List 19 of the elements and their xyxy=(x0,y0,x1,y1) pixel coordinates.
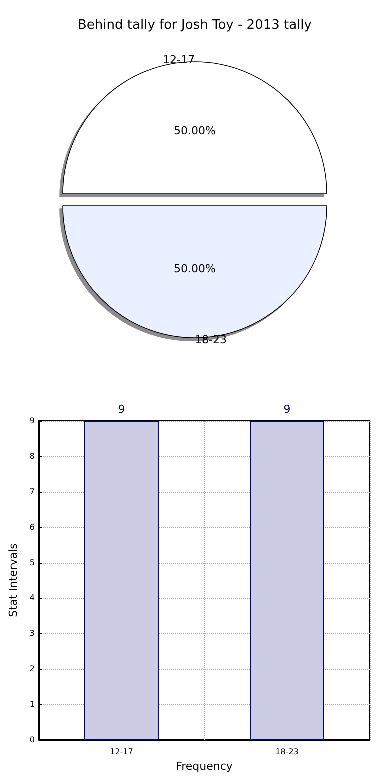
y-tick-label: 9 xyxy=(30,416,35,426)
data-label: 50.00% xyxy=(174,124,216,138)
y-tick-label: 0 xyxy=(30,736,35,744)
y-axis-title: Stat Intervals xyxy=(7,543,20,618)
slice-label: 18-23 xyxy=(195,334,227,346)
y-tick-label: 6 xyxy=(30,522,35,532)
y-tick-label: 2 xyxy=(30,664,35,674)
y-tick-label: 5 xyxy=(30,558,35,568)
slice-label: 12-17 xyxy=(163,54,195,66)
data-label: 9 xyxy=(118,403,126,416)
x-axis-title: Frequency xyxy=(176,760,234,773)
chart-title: Behind tally for Josh Toy - 2013 tally xyxy=(78,18,312,33)
y-tick-label: 3 xyxy=(30,629,35,638)
data-label: 50.00% xyxy=(174,262,216,276)
y-tick-label: 1 xyxy=(30,700,35,710)
y-tick-label: 8 xyxy=(30,452,35,461)
y-tick-label: 4 xyxy=(30,594,35,603)
y-tick-label: 7 xyxy=(30,487,35,496)
data-label: 9 xyxy=(284,403,291,416)
